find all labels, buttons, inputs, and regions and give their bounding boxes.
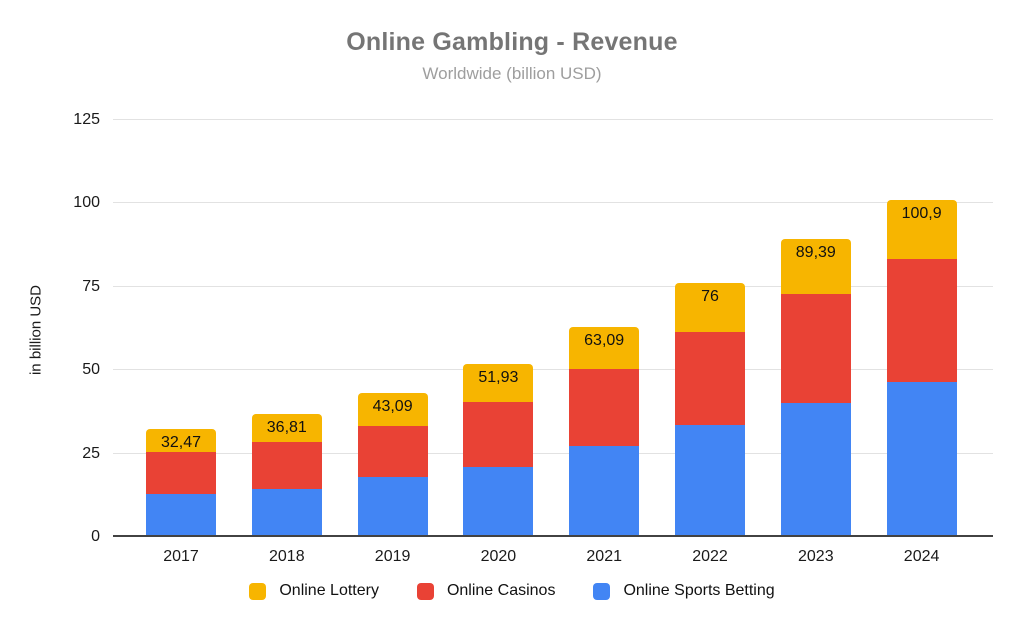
- bar-2018: 36,81: [251, 414, 322, 537]
- bar-2021: 63,09: [569, 326, 640, 537]
- x-tick-label-2023: 2023: [798, 548, 834, 565]
- bar-segment-online-lottery: [357, 393, 428, 426]
- bar-segment-online-casinos: [780, 294, 851, 404]
- bar-segment-online-lottery: [675, 283, 745, 333]
- gridline: [113, 452, 993, 454]
- legend-swatch-icon: [593, 582, 611, 600]
- bar-segment-online-sports-betting: [675, 425, 745, 537]
- x-tick-label-2024: 2024: [903, 548, 940, 565]
- legend-label: Online Lottery: [279, 582, 379, 599]
- bar-2023: 89,39: [780, 238, 851, 537]
- legend-item-online-casinos: Online Casinos: [416, 582, 556, 600]
- bar-segment-online-lottery: [886, 200, 957, 260]
- bar-segment-online-casinos: [251, 441, 322, 489]
- gridline: [113, 369, 993, 371]
- bar-total-label: 32,47: [160, 433, 202, 451]
- bar-2024: 100,9: [886, 200, 957, 537]
- legend-label: Online Sports Betting: [623, 582, 775, 599]
- bar-segment-online-casinos: [675, 332, 745, 426]
- chart-subtitle: Worldwide (billion USD): [422, 64, 602, 83]
- bar-segment-online-sports-betting: [569, 446, 640, 537]
- y-tick-label: 75: [82, 277, 100, 295]
- bar-total-label: 51,93: [478, 368, 519, 386]
- bar-segment-online-casinos: [463, 402, 534, 467]
- bar-total-label: 76: [701, 288, 719, 306]
- legend-label: Online Casinos: [446, 582, 556, 599]
- bar-segment-online-sports-betting: [251, 488, 322, 537]
- bar-segment-online-sports-betting: [886, 382, 957, 537]
- bar-2020: 51,93: [463, 363, 534, 537]
- bar-segment-online-casinos: [357, 425, 428, 478]
- x-tick-label-2017: 2017: [163, 548, 199, 565]
- legend-swatch-icon: [249, 582, 267, 600]
- bar-segment-online-lottery: [251, 414, 322, 442]
- bar-total-label: 36,81: [266, 419, 307, 437]
- y-tick-label: 100: [73, 194, 100, 212]
- bar-2022: 76: [675, 283, 745, 537]
- bar-segment-online-casinos: [146, 451, 216, 494]
- x-tick-label-2022: 2022: [692, 548, 728, 565]
- bar-segment-online-lottery: [146, 428, 216, 452]
- bar-segment-online-lottery: [780, 238, 851, 295]
- bar-total-label: 43,09: [372, 398, 413, 416]
- bar-segment-online-casinos: [886, 259, 957, 383]
- bar-segment-online-casinos: [569, 369, 640, 447]
- legend-item-online-lottery: Online Lottery: [249, 582, 379, 600]
- legend: Online Lottery Online Casinos Online Sport…: [0, 582, 1024, 600]
- bar-segment-online-sports-betting: [146, 493, 216, 537]
- y-tick-label: 50: [82, 361, 100, 379]
- bar-total-label: 63,09: [584, 331, 625, 349]
- gridline: [113, 119, 993, 120]
- legend-item-online-sports-betting: Online Sports Betting: [593, 582, 775, 600]
- bar-segment-online-sports-betting: [780, 403, 851, 537]
- bar-segment-online-sports-betting: [357, 477, 428, 537]
- x-tick-label-2018: 2018: [269, 548, 305, 565]
- legend-swatch-icon: [416, 582, 434, 600]
- bar-total-label: 89,39: [795, 243, 836, 261]
- x-tick-label-2019: 2019: [374, 548, 411, 565]
- chart-title: Online Gambling - Revenue: [346, 28, 678, 56]
- y-tick-label: 125: [73, 111, 100, 128]
- bar-segment-online-sports-betting: [463, 466, 534, 537]
- gridline: [113, 285, 993, 287]
- bar-segment-online-lottery: [463, 363, 534, 403]
- bar-2017: 32,47: [146, 428, 216, 537]
- gridline: [113, 202, 993, 204]
- bar-2019: 43,09: [357, 393, 428, 537]
- plot-area: 32,47 36,81 43,09 51,93 63,09 76 89,39 100,9: [113, 119, 993, 537]
- x-tick-label-2020: 2020: [480, 548, 517, 565]
- x-axis-line: [113, 535, 993, 537]
- x-tick-label-2021: 2021: [586, 548, 622, 565]
- bar-total-label: 100,9: [901, 205, 942, 223]
- bar-segment-online-lottery: [569, 326, 640, 370]
- y-tick-label: 0: [91, 528, 100, 545]
- y-tick-label: 25: [82, 444, 100, 462]
